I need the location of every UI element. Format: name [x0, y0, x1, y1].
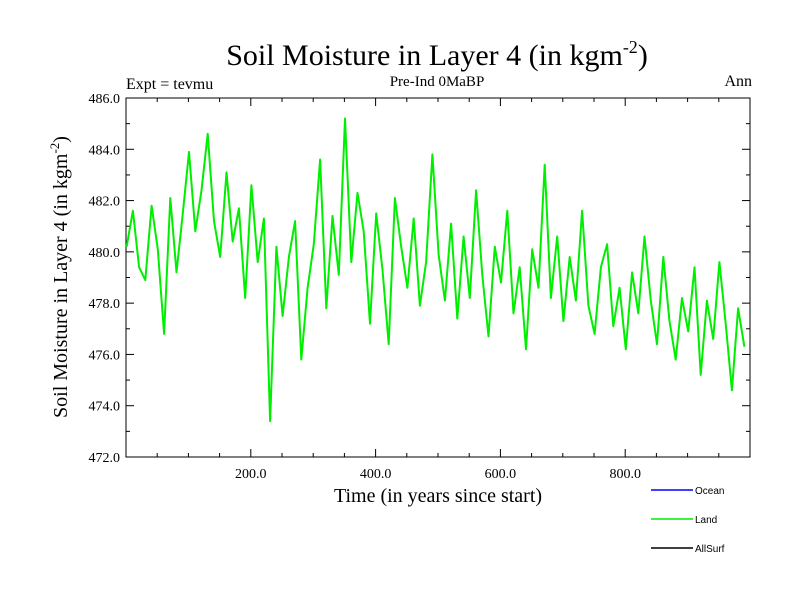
legend-label-ocean: Ocean [695, 486, 724, 497]
x-axis-label: Time (in years since start) [334, 485, 542, 507]
legend: Ocean Land AllSurf [651, 486, 725, 555]
y-tick-label: 484.0 [89, 143, 121, 158]
plot-frame [125, 97, 751, 458]
y-axis-label: Soil Moisture in Layer 4 (in kgm-2) [47, 136, 72, 418]
x-tick-label: 200.0 [235, 467, 267, 482]
y-tick-label: 480.0 [89, 246, 121, 261]
y-tick-label: 482.0 [89, 195, 121, 210]
right-subtitle: Ann [724, 73, 752, 90]
y-tick-label: 476.0 [89, 348, 121, 363]
y-tick-label: 472.0 [89, 451, 121, 466]
y-tick-label: 486.0 [89, 92, 121, 107]
series-land-line [125, 117, 746, 423]
center-subtitle: Pre-Ind 0MaBP [390, 74, 485, 90]
legend-label-allsurf: AllSurf [695, 544, 725, 555]
chart-title: Soil Moisture in Layer 4 (in kgm-2) [226, 37, 648, 72]
y-axis: 472.0 474.0 476.0 478.0 480.0 482.0 484.0 486.0 [89, 92, 750, 466]
y-tick-label: 474.0 [89, 400, 121, 415]
x-axis: 200.0 400.0 600.0 800.0 [156, 98, 720, 482]
x-tick-label: 400.0 [360, 467, 392, 482]
x-tick-label: 600.0 [485, 467, 517, 482]
legend-label-land: Land [695, 515, 717, 526]
left-subtitle: Expt = tevmu [126, 76, 213, 93]
y-tick-label: 478.0 [89, 297, 121, 312]
series-layer [125, 117, 746, 423]
x-tick-label: 800.0 [609, 467, 641, 482]
